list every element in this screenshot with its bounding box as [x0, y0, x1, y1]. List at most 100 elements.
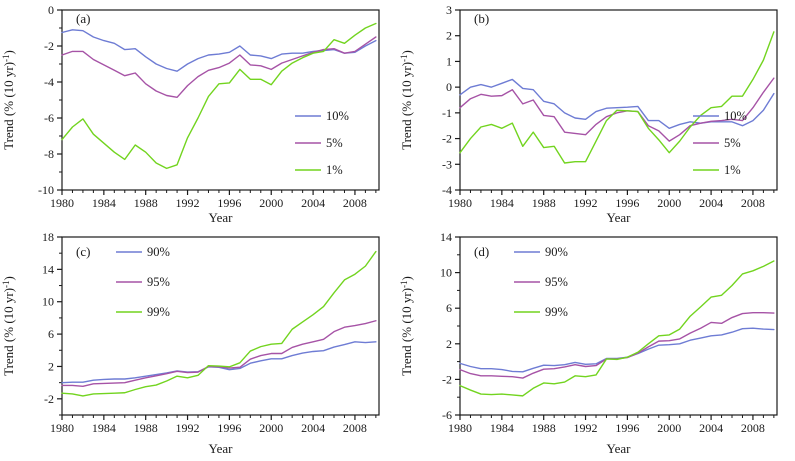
y-tick-label: 18 [42, 230, 54, 244]
y-tick-label: -2 [442, 372, 452, 386]
x-tick-label: 1984 [92, 421, 116, 435]
y-axis-label: Trend (% (10 yr)-1) [399, 276, 414, 376]
y-tick-label: -2 [44, 39, 54, 53]
legend-label-90%: 90% [147, 245, 170, 259]
y-tick-label: 0 [446, 80, 452, 94]
series-line-95% [459, 311, 775, 379]
legend-label-1%: 1% [326, 163, 343, 177]
x-tick-label: 2008 [741, 421, 765, 435]
x-tick-label: 1988 [532, 421, 556, 435]
x-tick-label: 2004 [699, 421, 723, 435]
x-tick-label: 1992 [574, 421, 598, 435]
y-tick-label: 2 [446, 29, 452, 43]
x-tick-label: 2008 [343, 421, 367, 435]
x-tick-label: 1980 [50, 196, 74, 210]
panel-label: (d) [474, 244, 489, 259]
x-tick-label: 2000 [259, 196, 283, 210]
x-tick-label: 2004 [301, 421, 325, 435]
chart-b: 1980 1984 1988 1992 1996 2000 2004 2008 3 2 1 0 -1 -2… [399, 3, 778, 225]
x-tick-label: 1992 [574, 196, 598, 210]
series-line-5% [61, 36, 377, 99]
x-tick-label: 1996 [615, 421, 639, 435]
series-line-10% [61, 29, 377, 72]
chart-d: 1980 1984 1988 1992 1996 2000 2004 2008 14 10 6 2 -2… [399, 230, 778, 456]
legend-label-10%: 10% [724, 109, 747, 123]
x-tick-label: 2000 [259, 421, 283, 435]
y-tick-label: -1 [442, 106, 452, 120]
y-tick-label: 0 [48, 3, 54, 17]
plot-border [61, 236, 380, 416]
panel-label: (a) [76, 11, 90, 26]
y-tick-label: 2 [446, 337, 452, 351]
panel-d: 1980 1984 1988 1992 1996 2000 2004 2008 14 10 6 2 -2… [398, 230, 795, 461]
x-tick-label: 1984 [490, 196, 514, 210]
y-tick-label: 6 [446, 301, 452, 315]
x-tick-label: 1980 [448, 196, 472, 210]
y-tick-label: -6 [442, 408, 452, 422]
legend-label-99%: 99% [147, 305, 170, 319]
panel-c: 1980 1984 1988 1992 1996 2000 2004 2008 18 14 10 6 2… [0, 230, 397, 461]
x-tick-label: 2008 [343, 196, 367, 210]
y-tick-label: -8 [44, 147, 54, 161]
legend-label-5%: 5% [724, 136, 741, 150]
x-axis-label: Year [209, 210, 234, 225]
chart-c: 1980 1984 1988 1992 1996 2000 2004 2008 18 14 10 6 2… [1, 230, 380, 456]
y-axis-label: Trend (% (10 yr)-1) [1, 276, 16, 376]
x-tick-label: 1980 [50, 421, 74, 435]
chart-a: 1980 1984 1988 1992 1996 2000 2004 2008 0 -2 -4 -6 -… [1, 3, 380, 225]
series-line-90% [459, 327, 775, 373]
y-tick-label: -6 [44, 111, 54, 125]
y-tick-label: 2 [48, 359, 54, 373]
legend-label-1%: 1% [724, 163, 741, 177]
legend-label-99%: 99% [545, 305, 568, 319]
x-tick-label: 1996 [217, 421, 241, 435]
legend-label-90%: 90% [545, 245, 568, 259]
y-tick-label: -2 [44, 392, 54, 406]
legend-label-5%: 5% [326, 136, 343, 150]
y-tick-label: 14 [440, 230, 452, 244]
y-tick-label: -2 [442, 132, 452, 146]
legend-label-95%: 95% [545, 275, 568, 289]
y-tick-label: 3 [446, 3, 452, 17]
y-tick-label: 6 [48, 327, 54, 341]
y-tick-label: -4 [44, 75, 54, 89]
panel-a: 1980 1984 1988 1992 1996 2000 2004 2008 0 -2 -4 -6 -… [0, 0, 397, 230]
x-tick-label: 1988 [532, 196, 556, 210]
plot-border [459, 9, 778, 191]
x-tick-label: 1980 [448, 421, 472, 435]
x-tick-label: 1992 [176, 421, 200, 435]
series-line-90% [61, 341, 377, 384]
x-tick-label: 2000 [657, 196, 681, 210]
x-tick-label: 1992 [176, 196, 200, 210]
series-line-95% [61, 320, 377, 387]
x-axis-label: Year [607, 210, 632, 225]
x-tick-label: 1988 [134, 196, 158, 210]
series-line-1% [459, 31, 775, 164]
x-tick-label: 2008 [741, 196, 765, 210]
y-tick-label: 10 [42, 295, 54, 309]
x-tick-label: 2000 [657, 421, 681, 435]
x-tick-label: 1996 [615, 196, 639, 210]
x-axis-label: Year [209, 441, 234, 456]
legend-label-95%: 95% [147, 275, 170, 289]
legend-label-10%: 10% [326, 109, 349, 123]
panel-label: (c) [76, 244, 90, 259]
y-axis-label: Trend (% (10 yr)-1) [1, 50, 16, 150]
x-tick-label: 2004 [301, 196, 325, 210]
x-tick-label: 1988 [134, 421, 158, 435]
y-axis-label: Trend (% (10 yr)-1) [399, 50, 414, 150]
y-tick-label: 10 [440, 266, 452, 280]
y-tick-label: -10 [38, 183, 54, 197]
x-axis-label: Year [607, 441, 632, 456]
panel-b: 1980 1984 1988 1992 1996 2000 2004 2008 3 2 1 0 -1 -2… [398, 0, 795, 230]
series-line-10% [459, 78, 775, 129]
series-line-1% [61, 22, 377, 170]
y-tick-label: 1 [446, 54, 452, 68]
panel-label: (b) [474, 11, 489, 26]
series-line-99% [459, 260, 775, 397]
y-tick-label: 14 [42, 262, 54, 276]
plot-border [459, 236, 778, 416]
x-tick-label: 1984 [490, 421, 514, 435]
x-tick-label: 1996 [217, 196, 241, 210]
